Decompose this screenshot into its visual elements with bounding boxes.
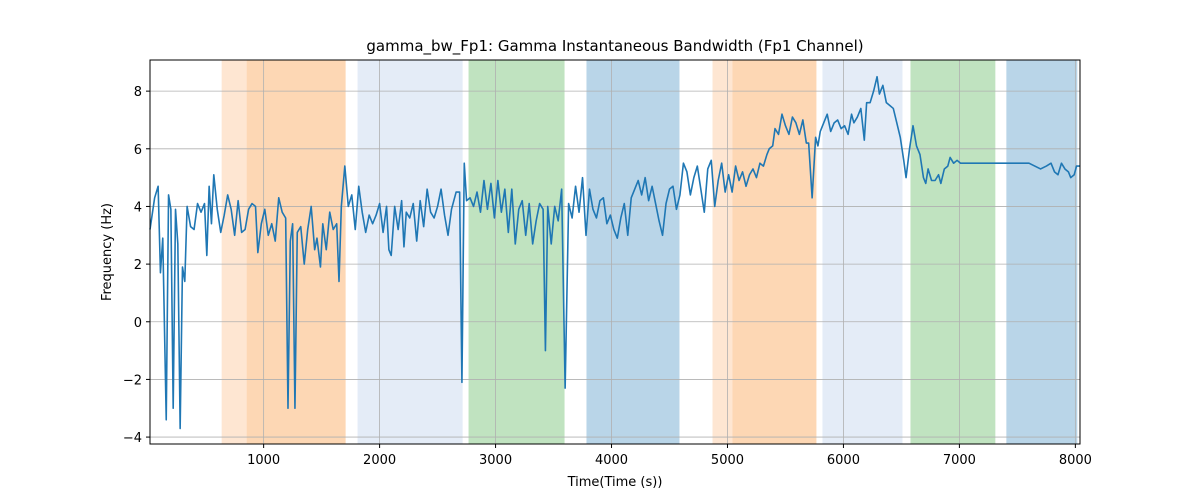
x-tick-label: 4000	[595, 453, 628, 468]
x-axis-label: Time(Time (s))	[567, 475, 663, 490]
y-tick-label: −2	[123, 373, 142, 388]
highlight-span	[357, 60, 463, 444]
x-tick-label: 3000	[479, 453, 512, 468]
y-tick-label: 6	[134, 143, 142, 158]
highlight-span	[221, 60, 247, 444]
grid-layer	[150, 60, 1080, 444]
x-tick-label: 7000	[943, 453, 976, 468]
data-line	[149, 75, 1080, 430]
highlight-span	[1006, 60, 1078, 444]
y-tick-label: 4	[134, 200, 142, 215]
chart-title: gamma_bw_Fp1: Gamma Instantaneous Bandwi…	[366, 37, 863, 56]
tick-layer: 1000 2000 3000 4000 5000 6000 7000 8000 −4 −2 0 2 4 6…	[123, 85, 1092, 468]
y-axis-label: Frequency (Hz)	[100, 203, 115, 301]
highlight-span	[712, 60, 733, 444]
highlight-span	[910, 60, 996, 444]
highlight-span	[468, 60, 565, 444]
y-tick-label: 8	[134, 85, 142, 100]
x-tick-label: 1000	[247, 453, 280, 468]
plot-layer	[149, 75, 1080, 430]
x-tick-label: 2000	[363, 453, 396, 468]
plot-frame	[149, 59, 1081, 445]
x-tick-label: 5000	[711, 453, 744, 468]
y-tick-label: −4	[123, 431, 142, 446]
highlight-span	[732, 60, 817, 444]
y-tick-label: 2	[134, 258, 142, 273]
x-tick-label: 6000	[827, 453, 860, 468]
span-layer	[221, 60, 1078, 444]
x-tick-label: 8000	[1059, 453, 1092, 468]
highlight-span	[246, 60, 346, 444]
highlight-span	[586, 60, 680, 444]
y-tick-label: 0	[134, 316, 142, 331]
